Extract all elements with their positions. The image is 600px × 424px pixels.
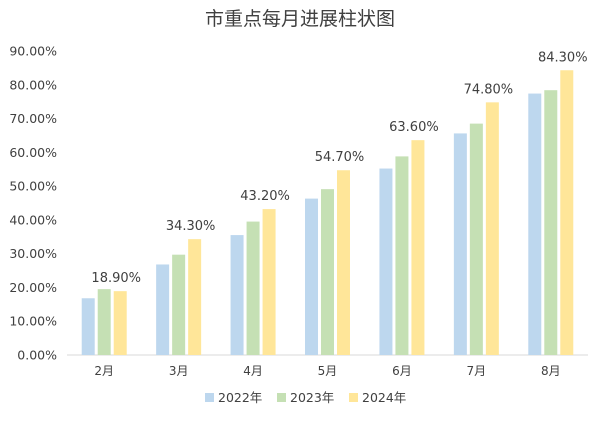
bar-2024年-6月 xyxy=(411,140,425,355)
bar-2024年-7月 xyxy=(485,102,499,355)
legend-label: 2024年 xyxy=(362,390,406,405)
bar-2022年-7月 xyxy=(453,133,467,355)
bar-2023年-8月 xyxy=(544,90,558,355)
bar-2022年-6月 xyxy=(379,168,393,355)
bar-2022年-2月 xyxy=(81,298,95,355)
x-tick-label: 5月 xyxy=(318,364,338,378)
bar-2024年-5月 xyxy=(337,170,350,355)
chart-title: 市重点每月进展柱状图 xyxy=(205,8,395,30)
x-tick-label: 4月 xyxy=(243,364,263,378)
bar-2023年-2月 xyxy=(97,289,111,355)
y-tick-label: 60.00% xyxy=(9,145,57,160)
data-label: 43.20% xyxy=(240,189,290,204)
bar-2024年-4月 xyxy=(262,209,276,355)
y-tick-label: 0.00% xyxy=(17,348,57,363)
bar-2024年-2月 xyxy=(113,291,127,355)
data-labels: 18.90% 34.30% 43.20% 54.70% 63.60% 74.80% 84.3… xyxy=(91,50,587,286)
x-tick-label: 2月 xyxy=(94,364,114,378)
bar-2023年-4月 xyxy=(246,221,260,355)
y-tick-label: 10.00% xyxy=(9,314,57,329)
data-label: 18.90% xyxy=(91,271,141,286)
x-tick-label: 7月 xyxy=(467,364,487,378)
legend-label: 2022年 xyxy=(218,390,262,405)
y-tick-label: 40.00% xyxy=(9,212,57,227)
y-tick-label: 70.00% xyxy=(9,111,57,126)
y-tick-label: 30.00% xyxy=(9,246,57,261)
y-tick-label: 50.00% xyxy=(9,179,57,194)
bar-2022年-5月 xyxy=(305,198,318,355)
bar-2023年-3月 xyxy=(172,254,186,355)
legend: 2022年 2023年 2024年 xyxy=(205,390,406,405)
data-label: 34.30% xyxy=(166,219,216,234)
bar-2023年-7月 xyxy=(469,123,483,355)
y-tick-label: 20.00% xyxy=(9,280,57,295)
x-tick-label: 3月 xyxy=(169,364,189,378)
x-axis: 2月 3月 4月 5月 6月 7月 8月 xyxy=(67,354,588,378)
bar-2023年-6月 xyxy=(395,156,409,355)
bar-2022年-3月 xyxy=(156,264,170,355)
bar-2022年-8月 xyxy=(528,93,542,355)
data-label: 74.80% xyxy=(464,82,514,97)
x-tick-label: 8月 xyxy=(541,364,561,378)
bar-2024年-8月 xyxy=(560,70,574,356)
data-label: 54.70% xyxy=(315,150,365,165)
data-label: 84.30% xyxy=(538,50,588,65)
legend-swatch xyxy=(349,393,358,402)
x-tick-label: 6月 xyxy=(392,364,412,378)
y-tick-label: 90.00% xyxy=(9,44,57,59)
legend-swatch xyxy=(205,393,214,402)
bars xyxy=(81,70,574,356)
y-axis: 0.00% 10.00% 20.00% 30.00% 40.00% 50.00% 60.00… xyxy=(9,44,57,363)
legend-label: 2023年 xyxy=(290,390,334,405)
bar-2024年-3月 xyxy=(188,239,202,355)
bar-2023年-5月 xyxy=(321,189,334,355)
y-tick-label: 80.00% xyxy=(9,77,57,92)
data-label: 63.60% xyxy=(389,120,439,135)
bar-2022年-4月 xyxy=(230,235,244,355)
legend-swatch xyxy=(277,393,286,402)
